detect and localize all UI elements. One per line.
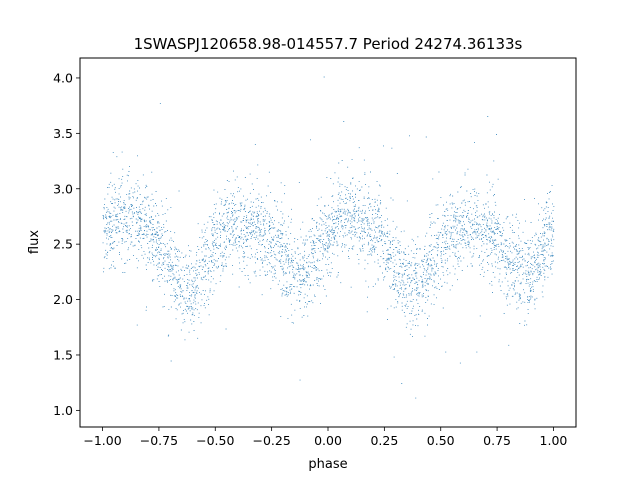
y-tick-label: 2.0 (53, 292, 73, 307)
y-tick-label: 2.5 (53, 237, 73, 252)
x-tick-label: −0.75 (140, 433, 178, 448)
data-points (102, 76, 555, 399)
x-tick-label: 1.00 (540, 433, 568, 448)
y-tick-label: 3.0 (53, 181, 73, 196)
x-tick-label: −1.00 (83, 433, 121, 448)
y-axis-label: flux (27, 230, 42, 254)
x-tick-label: 0.50 (427, 433, 455, 448)
y-tick-label: 1.5 (53, 347, 73, 362)
x-axis: −1.00 −0.75 −0.50 −0.25 0.00 0.25 0.50 0.75 1.00 (83, 427, 567, 448)
chart-title: 1SWASPJ120658.98-014557.7 Period 24274.3… (134, 35, 523, 53)
x-tick-label: 0.00 (314, 433, 342, 448)
y-tick-label: 4.0 (53, 70, 73, 85)
x-tick-label: −0.50 (196, 433, 234, 448)
y-tick-label: 3.5 (53, 126, 73, 141)
y-axis: 1.0 1.5 2.0 2.5 3.0 3.5 4.0 (53, 70, 80, 418)
scatter-points (102, 76, 555, 399)
y-tick-label: 1.0 (53, 403, 73, 418)
x-tick-label: 0.25 (370, 433, 398, 448)
x-tick-label: −0.25 (252, 433, 290, 448)
x-axis-label: phase (308, 457, 347, 472)
x-tick-label: 0.75 (483, 433, 511, 448)
